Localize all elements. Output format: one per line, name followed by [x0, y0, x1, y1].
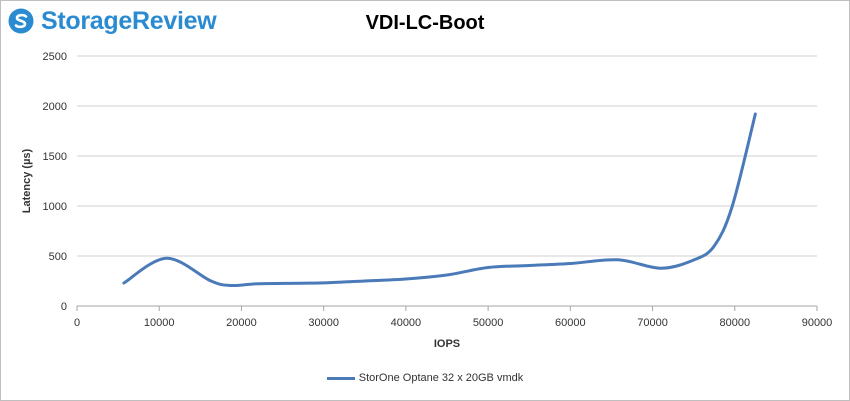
series-lines: [122, 112, 757, 288]
x-tick-label: 80000: [719, 317, 750, 329]
y-tick-label: 500: [49, 251, 67, 263]
x-tick-label: 60000: [555, 317, 586, 329]
legend-swatch: [326, 376, 355, 380]
x-tick-label: 20000: [226, 317, 257, 329]
gridlines: [77, 55, 817, 257]
y-tick-label: 2500: [43, 51, 67, 63]
x-tick-label: 90000: [802, 317, 833, 329]
y-tick-label: 1500: [43, 151, 67, 163]
legend: StorOne Optane 32 x 20GB vmdk: [0, 372, 850, 384]
brand-name: StorageReview: [41, 6, 217, 35]
y-tick-label: 2000: [43, 101, 67, 113]
brand-logo: StorageReview: [7, 6, 217, 36]
y-axis-label: Latency (µs): [21, 148, 33, 213]
x-tick-label: 10000: [144, 317, 175, 329]
x-tick-labels: 0 10000 20000 30000 40000 50000 60000 70000 8000…: [74, 317, 832, 329]
y-tick-label: 1000: [43, 201, 67, 213]
x-axis-label: IOPS: [434, 338, 460, 350]
x-tick-label: 70000: [637, 317, 668, 329]
x-tick-label: 50000: [473, 317, 504, 329]
x-tick-label: 40000: [391, 317, 422, 329]
chart-title: VDI-LC-Boot: [365, 12, 485, 34]
legend-label: StorOne Optane 32 x 20GB vmdk: [358, 372, 524, 384]
x-tick-label: 30000: [308, 317, 339, 329]
series-line: [122, 112, 757, 288]
axes: [76, 305, 818, 311]
storage-review-logo-icon: [8, 8, 34, 34]
y-tick-labels: 0 500 1000 1500 2000 2500: [43, 51, 67, 313]
x-tick-label: 0: [74, 317, 80, 329]
y-tick-label: 0: [61, 301, 67, 313]
